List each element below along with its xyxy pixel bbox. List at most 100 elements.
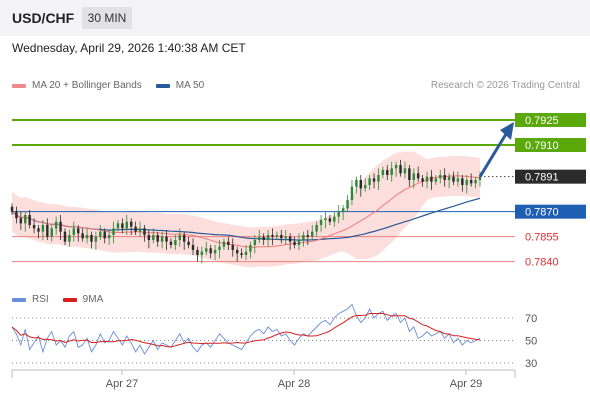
candle-body <box>160 236 164 242</box>
price-legend: MA 20 + Bollinger Bands MA 50 <box>12 80 204 91</box>
candle-body <box>328 218 332 222</box>
candle-body <box>235 250 239 254</box>
candle <box>231 238 234 257</box>
candle <box>443 168 446 187</box>
candle-body <box>68 235 71 242</box>
candle-body <box>19 218 23 224</box>
candle <box>41 220 45 240</box>
rsi-tick-label: 50 <box>525 336 537 348</box>
candle <box>99 225 102 240</box>
rsi-ma-swatch <box>62 297 77 302</box>
candle-body <box>213 250 217 254</box>
candle-body <box>469 180 473 184</box>
last-price-tag <box>515 169 586 184</box>
rsi-swatch <box>12 297 26 302</box>
candle <box>174 235 177 250</box>
candle-body <box>121 223 124 229</box>
candle-body <box>125 221 129 229</box>
candle <box>284 230 287 245</box>
candle <box>253 235 257 254</box>
candle-body <box>381 170 385 175</box>
candle <box>134 221 137 235</box>
candle-body <box>306 235 310 237</box>
top-bar: USD/CHF 30 MIN <box>0 0 590 36</box>
candle-body <box>372 178 376 182</box>
candle <box>209 245 212 259</box>
candle <box>77 225 80 242</box>
candle-body <box>443 175 446 180</box>
candle <box>116 220 120 232</box>
candle <box>143 225 146 242</box>
support-label: 0.7855 <box>525 232 559 244</box>
candle-body <box>452 176 455 182</box>
candle-body <box>191 245 195 250</box>
candle <box>28 210 31 229</box>
level-last-0_7891: 0.7891 <box>480 169 586 184</box>
candle-body <box>447 176 451 180</box>
candle <box>156 231 159 247</box>
candle <box>324 211 327 229</box>
candle <box>408 165 411 187</box>
candle <box>218 240 221 259</box>
candle-body <box>421 178 424 182</box>
candle <box>434 175 438 185</box>
candle-body <box>59 221 62 232</box>
candle-body <box>478 176 482 180</box>
level-resistance-0_7925: 0.7925 <box>12 113 586 127</box>
timeframe-button[interactable]: 30 MIN <box>82 7 132 29</box>
candle <box>469 173 473 187</box>
candle <box>103 228 106 244</box>
candle <box>54 216 58 235</box>
last-price-label: 0.7891 <box>525 172 559 184</box>
candle <box>68 230 71 247</box>
candle-body <box>152 235 155 240</box>
candle <box>165 230 168 250</box>
candle-body <box>297 240 301 245</box>
candle-body <box>293 241 296 245</box>
candle <box>412 168 415 189</box>
candle-body <box>425 176 429 182</box>
candle-body <box>315 225 318 232</box>
candle-body <box>416 173 420 179</box>
ma50-swatch <box>155 83 170 88</box>
support-label: 0.7840 <box>525 257 559 269</box>
candle-body <box>205 248 208 252</box>
candle <box>394 161 398 177</box>
candle-body <box>359 180 363 189</box>
candle <box>403 161 407 179</box>
candle-body <box>169 241 173 245</box>
candle <box>390 161 393 182</box>
candle-body <box>465 180 468 185</box>
x-tick-label: Apr 28 <box>278 378 310 390</box>
candle <box>311 225 314 240</box>
candle <box>288 233 292 250</box>
candle-body <box>275 235 279 237</box>
candle-body <box>32 225 36 229</box>
candle-body <box>222 241 226 247</box>
candle <box>302 231 305 247</box>
candle-body <box>461 178 464 185</box>
candle-body <box>94 236 98 242</box>
candle <box>240 248 243 259</box>
candle-body <box>284 236 287 239</box>
candle <box>461 175 464 192</box>
candle-body <box>231 245 234 250</box>
candle <box>147 230 151 249</box>
candle-body <box>262 236 265 240</box>
candle-body <box>319 220 323 225</box>
bollinger-band <box>12 151 480 268</box>
candle-body <box>129 221 133 227</box>
candle-body <box>456 178 460 182</box>
candle <box>72 221 76 242</box>
candle-body <box>72 228 76 235</box>
candle <box>227 236 230 250</box>
candle-body <box>165 236 168 242</box>
candle-body <box>90 235 93 242</box>
ma20-legend-label: MA 20 + Bollinger Bands <box>32 80 142 91</box>
candle <box>293 236 296 249</box>
candle-body <box>363 185 367 189</box>
candle <box>244 245 248 260</box>
candle-body <box>271 235 274 237</box>
level-pivot-0_7870: 0.7870 <box>12 204 586 219</box>
candle-body <box>439 175 442 179</box>
